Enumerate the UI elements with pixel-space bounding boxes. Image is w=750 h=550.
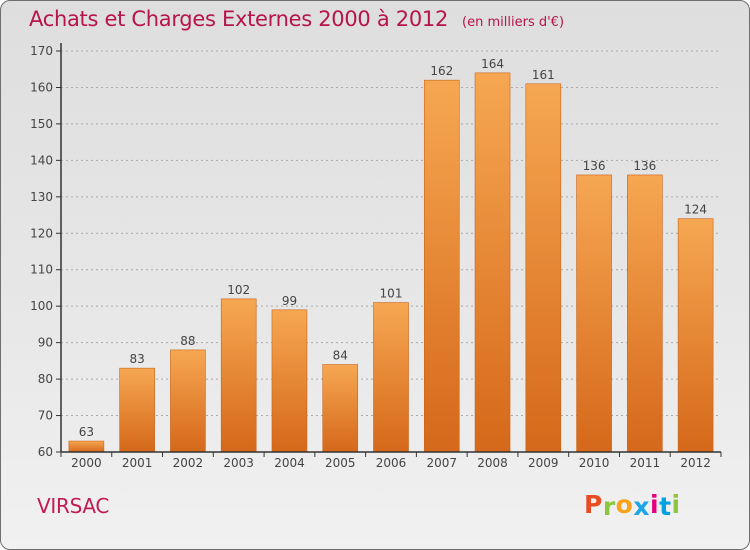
- x-tick-labels: 2000 2001 2002 2003 2004 2005 2006 2007 2008 2009…: [60, 452, 722, 470]
- y-tick-label: 90: [38, 336, 53, 350]
- logo-letter: i: [650, 490, 660, 519]
- bar: [220, 298, 257, 453]
- data-label: 101: [380, 287, 403, 301]
- x-tick-label: 2010: [579, 456, 610, 470]
- y-tick-label: 60: [38, 445, 53, 459]
- title-unit: (en milliers d'€): [462, 15, 565, 30]
- data-label: 136: [633, 159, 656, 173]
- y-tick-label: 130: [30, 190, 53, 204]
- x-tick-label: 2003: [223, 456, 254, 470]
- y-tick-label: 140: [30, 153, 53, 167]
- logo-letter: P: [584, 490, 603, 519]
- bar: [373, 302, 409, 453]
- y-tick-label: 120: [30, 226, 53, 240]
- data-label: 162: [430, 64, 453, 78]
- data-label: 136: [583, 159, 606, 173]
- place-name: VIRSAC: [37, 494, 110, 518]
- y-tick-label: 100: [30, 299, 53, 313]
- bar: [627, 174, 663, 453]
- data-label: 84: [333, 349, 348, 363]
- data-label: 102: [227, 283, 250, 297]
- logo-letter: o: [615, 490, 634, 519]
- y-tick-label: 170: [30, 44, 53, 58]
- bar: [423, 79, 460, 453]
- x-tick-label: 2008: [477, 456, 508, 470]
- bar: [170, 349, 206, 453]
- x-tick-label: 2001: [122, 456, 153, 470]
- y-tick-labels: 60 70 80 90 100 110 120 130 140 150 160 170: [30, 44, 61, 459]
- y-tick-label: 70: [38, 409, 53, 423]
- title-text: Achats et Charges Externes 2000 à 2012: [29, 7, 449, 31]
- data-label: 83: [130, 352, 145, 366]
- data-label: 164: [481, 57, 504, 71]
- y-tick-label: 80: [38, 372, 53, 386]
- data-label: 63: [79, 425, 94, 439]
- bar: [474, 72, 511, 453]
- bar: [68, 440, 105, 453]
- x-tick-label: 2006: [376, 456, 407, 470]
- logo-letter: i: [671, 490, 681, 519]
- bar: [677, 218, 714, 453]
- x-tick-label: 2009: [528, 456, 559, 470]
- axes: [60, 43, 721, 453]
- bar: [119, 367, 155, 453]
- x-tick-label: 2011: [630, 456, 661, 470]
- bar: [322, 364, 359, 453]
- x-tick-label: 2007: [426, 456, 457, 470]
- proxiti-logo: Proxiti: [584, 490, 681, 521]
- bars: [68, 72, 714, 453]
- bar: [271, 309, 308, 453]
- y-tick-label: 150: [30, 117, 53, 131]
- bar: [525, 83, 562, 453]
- x-tick-label: 2002: [173, 456, 204, 470]
- y-tick-label: 160: [30, 80, 53, 94]
- logo-letter: r: [602, 492, 616, 521]
- data-label: 124: [684, 203, 707, 217]
- chart-title: Achats et Charges Externes 2000 à 2012 (e…: [29, 7, 564, 31]
- y-tick-label: 110: [30, 263, 53, 277]
- x-tick-label: 2005: [325, 456, 356, 470]
- x-tick-label: 2000: [71, 456, 102, 470]
- x-tick-label: 2004: [274, 456, 305, 470]
- data-labels: 63 83 88 102 99 84 101 162 164 161 136 136 124: [79, 57, 707, 439]
- data-label: 161: [532, 68, 555, 82]
- x-tick-label: 2012: [680, 456, 711, 470]
- bar: [576, 174, 612, 453]
- logo-letter: x: [633, 492, 650, 521]
- data-label: 99: [282, 294, 297, 308]
- data-label: 88: [180, 334, 195, 348]
- logo-letter: t: [659, 492, 672, 521]
